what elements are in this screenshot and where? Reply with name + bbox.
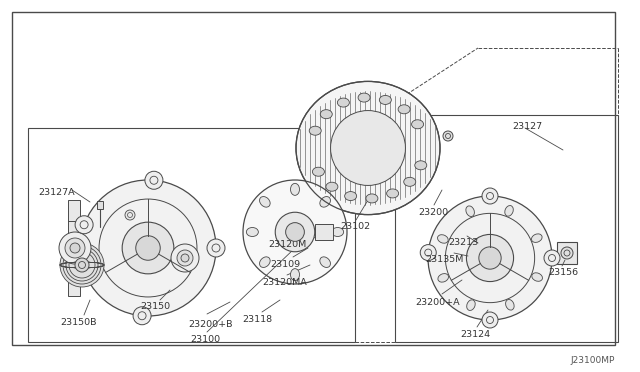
Ellipse shape: [505, 206, 513, 216]
Ellipse shape: [358, 93, 370, 102]
Ellipse shape: [467, 300, 475, 311]
Ellipse shape: [312, 167, 324, 176]
Bar: [395, 115, 618, 342]
Ellipse shape: [320, 196, 330, 207]
Circle shape: [60, 243, 104, 287]
Ellipse shape: [415, 161, 427, 170]
Ellipse shape: [466, 206, 474, 217]
Ellipse shape: [291, 269, 300, 280]
Circle shape: [275, 212, 315, 252]
Circle shape: [65, 238, 85, 258]
Bar: [28, 128, 355, 342]
Circle shape: [561, 247, 573, 259]
Ellipse shape: [246, 228, 259, 237]
Ellipse shape: [260, 257, 270, 267]
Ellipse shape: [326, 182, 338, 191]
Text: 23127A: 23127A: [38, 188, 75, 197]
Circle shape: [122, 222, 174, 274]
Circle shape: [243, 180, 347, 284]
Circle shape: [285, 222, 305, 241]
Ellipse shape: [291, 183, 300, 195]
Ellipse shape: [398, 105, 410, 114]
Circle shape: [482, 188, 498, 204]
Circle shape: [428, 196, 552, 320]
Text: 23200: 23200: [418, 208, 448, 217]
Ellipse shape: [380, 96, 391, 105]
Ellipse shape: [438, 273, 449, 282]
Text: J23100MP: J23100MP: [570, 356, 614, 365]
Ellipse shape: [309, 126, 321, 135]
Circle shape: [443, 131, 453, 141]
Bar: [97, 201, 103, 209]
Ellipse shape: [531, 234, 542, 243]
Text: 23200+B: 23200+B: [188, 320, 232, 329]
Bar: [557, 242, 577, 264]
Ellipse shape: [404, 177, 416, 186]
Circle shape: [181, 254, 189, 262]
Text: 23120MA: 23120MA: [262, 278, 307, 287]
Circle shape: [330, 110, 406, 185]
Circle shape: [80, 180, 216, 316]
Ellipse shape: [506, 299, 514, 310]
Text: 23118: 23118: [242, 315, 272, 324]
Ellipse shape: [366, 194, 378, 203]
Text: 23150B: 23150B: [60, 318, 97, 327]
Text: 23135M: 23135M: [425, 255, 463, 264]
Text: 23127: 23127: [512, 122, 542, 131]
Text: 23150: 23150: [140, 302, 170, 311]
Circle shape: [479, 247, 501, 269]
Bar: [315, 224, 333, 240]
Circle shape: [544, 250, 560, 266]
Circle shape: [75, 258, 89, 272]
Ellipse shape: [438, 235, 448, 243]
Text: 23213: 23213: [448, 238, 478, 247]
Ellipse shape: [345, 192, 356, 201]
Circle shape: [467, 234, 513, 282]
Ellipse shape: [412, 120, 424, 129]
Circle shape: [133, 307, 151, 325]
Text: 23156: 23156: [548, 268, 578, 277]
Ellipse shape: [337, 98, 349, 107]
Circle shape: [171, 244, 199, 272]
Ellipse shape: [296, 81, 440, 215]
Circle shape: [59, 232, 91, 264]
Ellipse shape: [332, 228, 344, 237]
Text: 23102: 23102: [340, 222, 370, 231]
Ellipse shape: [320, 257, 330, 267]
Circle shape: [75, 216, 93, 234]
Ellipse shape: [260, 196, 270, 207]
Ellipse shape: [320, 110, 332, 119]
Text: 23200+A: 23200+A: [415, 298, 460, 307]
Text: 23100: 23100: [190, 335, 220, 344]
Text: 23124: 23124: [460, 330, 490, 339]
Circle shape: [125, 210, 135, 220]
Text: 23120M: 23120M: [268, 240, 307, 249]
Circle shape: [145, 171, 163, 189]
Circle shape: [136, 236, 160, 260]
Circle shape: [207, 239, 225, 257]
Circle shape: [177, 250, 193, 266]
Text: 23109: 23109: [270, 260, 300, 269]
Ellipse shape: [532, 273, 543, 281]
Circle shape: [482, 312, 498, 328]
Circle shape: [70, 243, 80, 253]
Bar: [12, 12, 615, 345]
Circle shape: [420, 245, 436, 261]
Ellipse shape: [387, 189, 399, 198]
Bar: [68, 201, 80, 296]
